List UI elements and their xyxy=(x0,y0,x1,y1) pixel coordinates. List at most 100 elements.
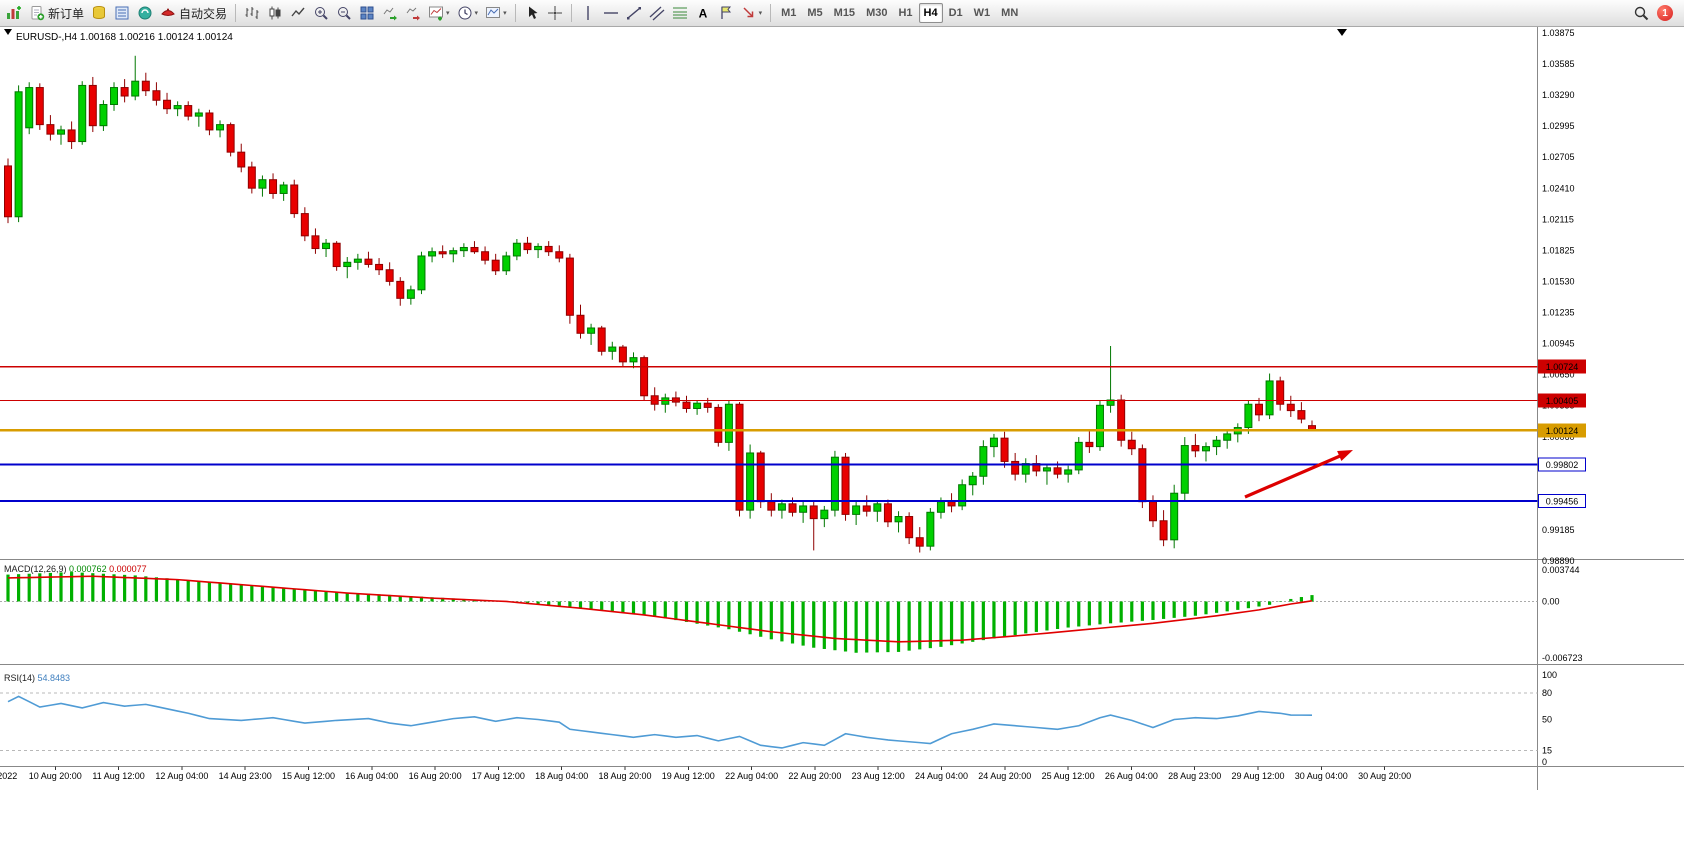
chart-shift-button[interactable] xyxy=(402,2,424,24)
search-icon xyxy=(1634,6,1649,21)
svg-text:80: 80 xyxy=(1542,688,1552,698)
price-axis[interactable]: 1.03875 1.03585 1.03290 1.02995 1.02705 1.024… xyxy=(1542,28,1575,566)
price-tag xyxy=(1538,393,1586,408)
svg-text:0.99802: 0.99802 xyxy=(1546,460,1579,470)
fibonacci-retracement-icon xyxy=(672,7,687,19)
svg-text:A: A xyxy=(698,7,707,21)
svg-text:1.00945: 1.00945 xyxy=(1542,339,1575,349)
text-label-button[interactable] xyxy=(715,2,737,24)
crosshair-icon xyxy=(547,6,562,20)
svg-text:1.02410: 1.02410 xyxy=(1542,183,1575,193)
templates-button[interactable]: ▾ xyxy=(482,2,510,24)
zoom-out-icon xyxy=(338,7,351,20)
auto-scroll-button[interactable] xyxy=(379,2,401,24)
text-icon: A xyxy=(698,7,707,21)
periods-clock-icon xyxy=(458,6,472,20)
new-order-label: 新订单 xyxy=(48,6,85,21)
toolbar-separator xyxy=(235,4,237,22)
price-tag xyxy=(1538,457,1586,472)
svg-text:1.02995: 1.02995 xyxy=(1542,121,1575,131)
rsi-label: RSI(14) 54.8483 xyxy=(4,673,70,683)
timeframe-mn-button[interactable]: MN xyxy=(996,3,1023,23)
chart-title: EURUSD-,H4 1.00168 1.00216 1.00124 1.001… xyxy=(16,32,233,43)
svg-text:30 Aug 04:00: 30 Aug 04:00 xyxy=(1295,771,1348,781)
svg-text:0.003744: 0.003744 xyxy=(1542,565,1580,575)
last-bar-marker xyxy=(1337,29,1347,36)
search-button[interactable] xyxy=(1630,2,1652,24)
timeframe-w1-button[interactable]: W1 xyxy=(969,3,996,23)
periods-button[interactable]: ▾ xyxy=(454,2,482,24)
horizontal-line-button[interactable] xyxy=(600,2,622,24)
line-chart-icon xyxy=(291,7,305,17)
svg-text:16 Aug 04:00: 16 Aug 04:00 xyxy=(345,771,398,781)
text-button[interactable]: A xyxy=(692,2,714,24)
text-label-icon xyxy=(720,6,731,19)
vertical-line-button[interactable] xyxy=(577,2,599,24)
svg-text:23 Aug 12:00: 23 Aug 12:00 xyxy=(852,771,905,781)
toolbar-separator xyxy=(570,4,572,22)
history-center-button[interactable] xyxy=(88,2,110,24)
zoom-in-icon xyxy=(315,7,328,20)
svg-text:50: 50 xyxy=(1542,715,1552,725)
cursor-icon xyxy=(528,6,538,19)
main-toolbar: 新订单 自动交易 ▾ ▾ ▾ A ▾ M1 M5 M15 M30 H1 H xyxy=(0,0,1684,27)
chart-window[interactable]: 1.03875 1.03585 1.03290 1.02995 1.02705 1.024… xyxy=(0,27,1684,841)
timeframe-m30-button[interactable]: M30 xyxy=(861,3,892,23)
svg-text:22 Aug 20:00: 22 Aug 20:00 xyxy=(788,771,841,781)
timeframe-m1-button[interactable]: M1 xyxy=(776,3,801,23)
svg-text:100: 100 xyxy=(1542,670,1557,680)
notification-badge[interactable]: 1 xyxy=(1657,5,1673,21)
svg-text:15 Aug 12:00: 15 Aug 12:00 xyxy=(282,771,335,781)
timeframe-d1-button[interactable]: D1 xyxy=(944,3,968,23)
svg-text:22 Aug 04:00: 22 Aug 04:00 xyxy=(725,771,778,781)
bar-chart-button[interactable] xyxy=(241,2,263,24)
svg-text:1.03290: 1.03290 xyxy=(1542,90,1575,100)
cursor-button[interactable] xyxy=(521,2,543,24)
svg-text:28 Aug 23:00: 28 Aug 23:00 xyxy=(1168,771,1221,781)
equidistant-channel-icon xyxy=(649,6,665,21)
macd-signal-line xyxy=(7,575,1313,643)
market-watch-button[interactable] xyxy=(111,2,133,24)
line-chart-button[interactable] xyxy=(287,2,309,24)
toolbar-separator xyxy=(770,4,772,22)
svg-text:-0.006723: -0.006723 xyxy=(1542,653,1583,663)
candlestick-chart-button[interactable] xyxy=(264,2,286,24)
svg-text:1.01235: 1.01235 xyxy=(1542,308,1575,318)
timeframe-h4-button[interactable]: H4 xyxy=(918,3,943,23)
svg-text:1.03875: 1.03875 xyxy=(1542,28,1575,38)
chart-shift-icon xyxy=(406,7,421,21)
horizontal-levels[interactable]: 1.00724 1.00405 1.00124 0.99802 0.99456 xyxy=(0,359,1586,509)
crosshair-button[interactable] xyxy=(544,2,566,24)
price-tag xyxy=(1538,423,1586,438)
notification-count: 1 xyxy=(1662,7,1668,19)
horizontal-line-icon xyxy=(603,12,618,14)
auto-trading-button[interactable]: 自动交易 xyxy=(157,2,230,24)
indicators-button[interactable]: ▾ xyxy=(425,2,453,24)
new-chart-button[interactable] xyxy=(3,2,25,24)
svg-text:1.00724: 1.00724 xyxy=(1546,362,1579,372)
trendline-button[interactable] xyxy=(623,2,645,24)
time-axis[interactable]: 10 Aug 2022 10 Aug 20:00 11 Aug 12:00 12 Au… xyxy=(0,766,1411,782)
svg-text:1.02115: 1.02115 xyxy=(1542,214,1574,224)
trend-arrow[interactable] xyxy=(1244,450,1353,499)
svg-text:18 Aug 20:00: 18 Aug 20:00 xyxy=(598,771,651,781)
arrow-objects-icon xyxy=(743,7,753,18)
tile-windows-button[interactable] xyxy=(356,2,378,24)
zoom-out-button[interactable] xyxy=(333,2,355,24)
new-order-button[interactable]: 新订单 xyxy=(26,2,87,24)
timeframe-m15-button[interactable]: M15 xyxy=(829,3,860,23)
timeframe-h1-button[interactable]: H1 xyxy=(893,3,917,23)
svg-text:11 Aug 12:00: 11 Aug 12:00 xyxy=(92,771,144,781)
rsi-panel: 100 80 50 150 RSI(14) 54.8483 xyxy=(0,670,1557,767)
equidistant-channel-button[interactable] xyxy=(646,2,668,24)
arrow-objects-button[interactable]: ▾ xyxy=(738,2,766,24)
svg-text:29 Aug 12:00: 29 Aug 12:00 xyxy=(1231,771,1284,781)
svg-text:17 Aug 12:00: 17 Aug 12:00 xyxy=(472,771,525,781)
zoom-in-button[interactable] xyxy=(310,2,332,24)
svg-text:24 Aug 20:00: 24 Aug 20:00 xyxy=(978,771,1031,781)
navigator-button[interactable] xyxy=(134,2,156,24)
svg-text:26 Aug 04:00: 26 Aug 04:00 xyxy=(1105,771,1158,781)
chart-canvas[interactable]: 1.03875 1.03585 1.03290 1.02995 1.02705 1.024… xyxy=(0,27,1684,841)
timeframe-m5-button[interactable]: M5 xyxy=(802,3,827,23)
fibonacci-button[interactable] xyxy=(669,2,691,24)
